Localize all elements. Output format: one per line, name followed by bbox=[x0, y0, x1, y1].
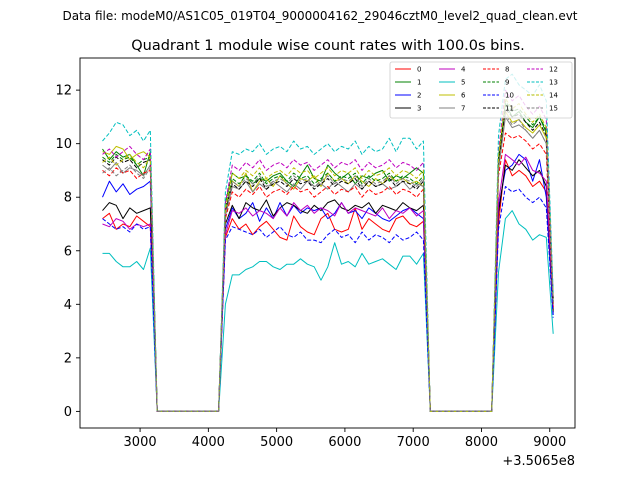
legend-label-9: 9 bbox=[505, 79, 509, 87]
series-line-8 bbox=[102, 132, 554, 412]
x-tick-label: 6000 bbox=[328, 435, 361, 450]
series-line-13 bbox=[102, 73, 554, 412]
legend-label-12: 12 bbox=[549, 66, 558, 74]
series-line-11 bbox=[102, 108, 554, 412]
y-tick-label: 2 bbox=[64, 351, 72, 366]
series-line-10 bbox=[102, 186, 554, 412]
series-line-3 bbox=[102, 159, 554, 412]
legend-label-1: 1 bbox=[417, 79, 421, 87]
legend-label-14: 14 bbox=[549, 92, 558, 100]
y-tick-label: 8 bbox=[64, 191, 72, 206]
x-tick-label: 5000 bbox=[260, 435, 293, 450]
series-line-0 bbox=[102, 159, 554, 412]
y-tick-label: 6 bbox=[64, 244, 72, 259]
legend-label-8: 8 bbox=[505, 66, 509, 74]
x-tick-label: 9000 bbox=[533, 435, 566, 450]
series-line-15 bbox=[102, 113, 554, 412]
y-tick-label: 12 bbox=[55, 84, 72, 99]
y-tick-label: 10 bbox=[55, 137, 72, 152]
series-line-7 bbox=[102, 116, 554, 412]
legend-box bbox=[389, 61, 573, 119]
chart-title: Quadrant 1 module wise count rates with … bbox=[131, 38, 525, 54]
x-axis: 3000 4000 5000 6000 7000 8000 9000 bbox=[124, 428, 566, 450]
legend-label-4: 4 bbox=[461, 66, 466, 74]
series-line-6 bbox=[102, 111, 554, 412]
series-line-5 bbox=[102, 210, 554, 412]
legend-label-0: 0 bbox=[417, 66, 421, 74]
x-tick-label: 4000 bbox=[192, 435, 225, 450]
legend-label-3: 3 bbox=[417, 105, 421, 113]
x-offset-label: +3.5065e8 bbox=[502, 454, 575, 469]
legend-label-6: 6 bbox=[461, 92, 466, 100]
series-line-1 bbox=[102, 103, 554, 412]
legend-label-10: 10 bbox=[505, 92, 514, 100]
y-tick-label: 4 bbox=[64, 298, 72, 313]
y-axis: 0 2 4 6 8 10 12 bbox=[55, 84, 80, 420]
series-line-9 bbox=[102, 100, 554, 412]
x-tick-label: 3000 bbox=[124, 435, 157, 450]
axes-frame bbox=[79, 57, 576, 429]
legend-label-7: 7 bbox=[461, 105, 465, 113]
legend-label-15: 15 bbox=[549, 105, 558, 113]
series-line-4 bbox=[102, 153, 554, 412]
series-line-2 bbox=[102, 153, 554, 412]
suptitle: Data file: modeM0/AS1C05_019T04_90000041… bbox=[62, 9, 577, 23]
series-line-14 bbox=[102, 97, 554, 412]
x-tick-label: 8000 bbox=[465, 435, 498, 450]
x-tick-label: 7000 bbox=[397, 435, 430, 450]
series-line-12 bbox=[102, 89, 554, 412]
legend-label-5: 5 bbox=[461, 79, 465, 87]
legend-label-13: 13 bbox=[549, 79, 558, 87]
legend-label-2: 2 bbox=[417, 92, 421, 100]
series-layer bbox=[102, 73, 554, 412]
legend-label-11: 11 bbox=[505, 105, 514, 113]
y-tick-label: 0 bbox=[64, 405, 72, 420]
